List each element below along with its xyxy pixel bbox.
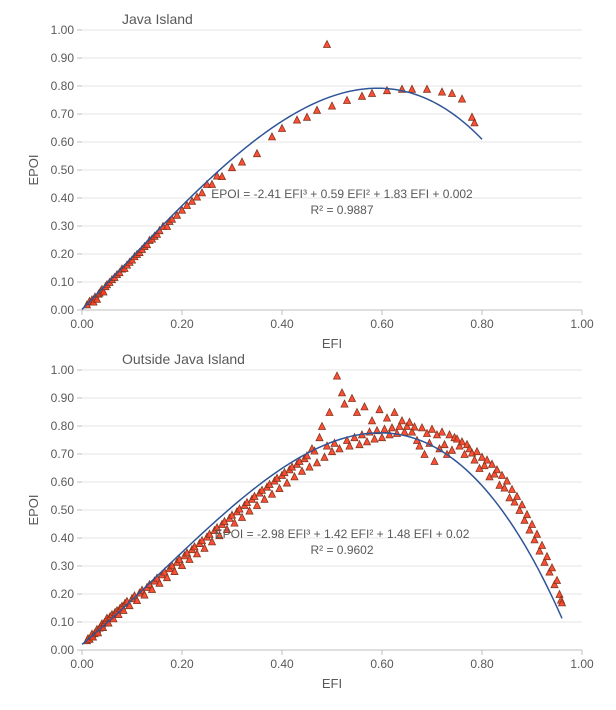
chart-title: Outside Java Island — [122, 351, 245, 367]
svg-text:1.00: 1.00 — [570, 317, 594, 331]
svg-text:0.00: 0.00 — [51, 643, 75, 657]
r-squared-text: R² = 0.9602 — [310, 543, 373, 557]
svg-text:0.70: 0.70 — [51, 447, 75, 461]
svg-text:0.10: 0.10 — [51, 615, 75, 629]
svg-text:0.20: 0.20 — [170, 657, 194, 671]
svg-text:0.50: 0.50 — [51, 503, 75, 517]
chart-java-island: 0.00 0.20 0.40 0.60 0.80 1.00 0.00 0.10 0.20 0.30… — [20, 10, 596, 350]
equation-text: EPOI = -2.98 EFI³ + 1.42 EFI² + 1.48 EFI… — [215, 527, 470, 541]
r-squared-text: R² = 0.9887 — [310, 203, 373, 217]
svg-text:0.00: 0.00 — [51, 303, 75, 317]
svg-text:0.40: 0.40 — [270, 657, 294, 671]
svg-text:0.80: 0.80 — [470, 317, 494, 331]
svg-text:0.20: 0.20 — [51, 587, 75, 601]
svg-text:0.90: 0.90 — [51, 391, 75, 405]
svg-text:0.00: 0.00 — [70, 657, 94, 671]
svg-text:0.50: 0.50 — [51, 163, 75, 177]
svg-text:EPOI: EPOI — [26, 154, 41, 185]
svg-text:1.00: 1.00 — [570, 657, 594, 671]
svg-text:0.30: 0.30 — [51, 219, 75, 233]
svg-text:0.20: 0.20 — [170, 317, 194, 331]
svg-text:0.30: 0.30 — [51, 559, 75, 573]
equation-text: EPOI = -2.41 EFI³ + 0.59 EFI² + 1.83 EFI… — [211, 187, 473, 201]
svg-text:0.60: 0.60 — [51, 135, 75, 149]
svg-text:0.70: 0.70 — [51, 107, 75, 121]
chart-outside-java: 0.00 0.20 0.40 0.60 0.80 1.00 0.00 0.10 0.20 0.30… — [20, 350, 596, 690]
svg-text:EFI: EFI — [322, 676, 342, 690]
svg-text:1.00: 1.00 — [51, 363, 75, 377]
svg-text:0.10: 0.10 — [51, 275, 75, 289]
svg-text:0.40: 0.40 — [51, 191, 75, 205]
svg-text:0.40: 0.40 — [51, 531, 75, 545]
svg-text:0.60: 0.60 — [370, 317, 394, 331]
chart-title: Java Island — [122, 11, 193, 27]
svg-text:0.00: 0.00 — [70, 317, 94, 331]
svg-text:0.80: 0.80 — [51, 419, 75, 433]
svg-text:0.40: 0.40 — [270, 317, 294, 331]
svg-text:EPOI: EPOI — [26, 494, 41, 525]
svg-text:0.60: 0.60 — [370, 657, 394, 671]
panel-java-island: 0.00 0.20 0.40 0.60 0.80 1.00 0.00 0.10 0.20 0.30… — [20, 10, 596, 350]
panel-outside-java: 0.00 0.20 0.40 0.60 0.80 1.00 0.00 0.10 0.20 0.30… — [20, 350, 596, 690]
svg-text:0.80: 0.80 — [470, 657, 494, 671]
svg-text:EFI: EFI — [322, 336, 342, 350]
svg-text:0.90: 0.90 — [51, 51, 75, 65]
svg-text:1.00: 1.00 — [51, 23, 75, 37]
svg-text:0.60: 0.60 — [51, 475, 75, 489]
svg-text:0.20: 0.20 — [51, 247, 75, 261]
svg-text:0.80: 0.80 — [51, 79, 75, 93]
figure-container: 0.00 0.20 0.40 0.60 0.80 1.00 0.00 0.10 0.20 0.30… — [0, 0, 616, 710]
